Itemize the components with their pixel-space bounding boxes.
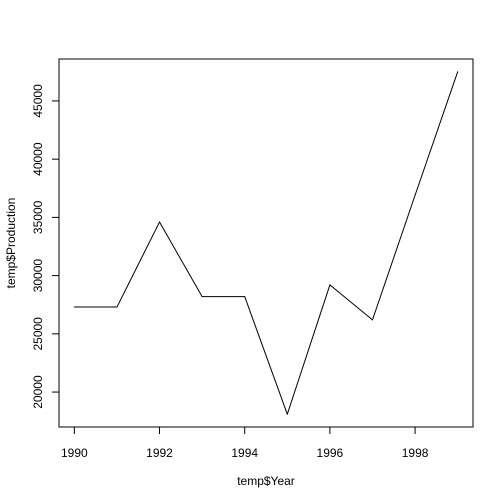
data-point [414, 194, 416, 196]
data-point [244, 296, 246, 298]
data-point [371, 319, 373, 321]
x-tick-label: 1994 [231, 446, 258, 460]
data-point [159, 221, 161, 223]
y-tick-label: 25000 [31, 317, 45, 351]
x-axis-title: temp$Year [237, 474, 295, 488]
x-tick-label: 1992 [146, 446, 173, 460]
production-series-line [74, 71, 459, 415]
y-tick-label: 40000 [31, 142, 45, 176]
y-axis-title: temp$Production [4, 198, 18, 289]
data-point [286, 413, 288, 415]
data-point [73, 306, 75, 308]
series-layer [73, 71, 459, 415]
x-tick-label: 1996 [317, 446, 344, 460]
data-point [116, 306, 118, 308]
y-tick-label: 45000 [31, 84, 45, 118]
data-point [201, 296, 203, 298]
y-axis: 20000 25000 30000 35000 40000 45000 [31, 84, 60, 409]
y-tick-label: 20000 [31, 375, 45, 409]
y-tick-label: 35000 [31, 200, 45, 234]
y-tick-label: 30000 [31, 259, 45, 293]
x-tick-label: 1990 [61, 446, 88, 460]
plot-box [58, 58, 474, 428]
data-point [457, 71, 459, 73]
x-tick-label: 1998 [402, 446, 429, 460]
x-axis: 1990 1992 1994 1996 1998 [61, 426, 429, 460]
data-point [329, 284, 331, 286]
